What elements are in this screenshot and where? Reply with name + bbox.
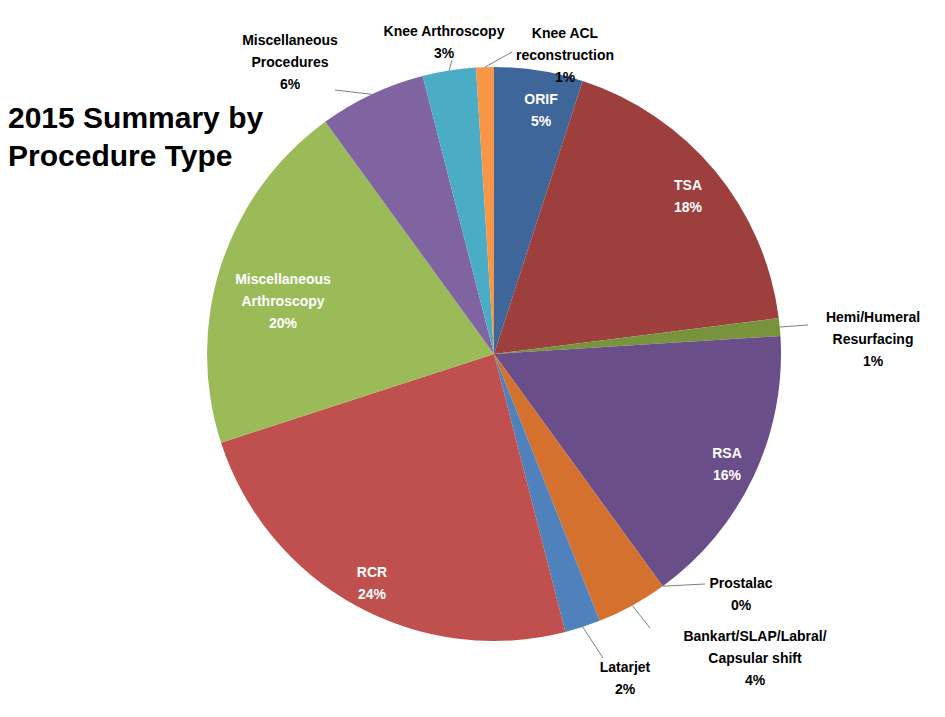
data-label: 20%: [269, 315, 298, 331]
data-label: 6%: [280, 76, 301, 92]
text-line: Latarjet: [600, 659, 651, 675]
text-line: Procedure Type: [8, 139, 233, 172]
text-line: ORIF: [524, 91, 558, 107]
slice-label: RSA: [712, 445, 742, 461]
slice-label: Miscellaneous Procedures: [242, 32, 338, 70]
leader-line: [632, 606, 650, 629]
text-line: Miscellaneous: [235, 271, 331, 287]
slice-label: ORIF: [524, 91, 558, 107]
pie-slice: [423, 68, 494, 354]
text-line: TSA: [674, 177, 702, 193]
title: 2015 Summary by Procedure Type: [8, 101, 263, 172]
data-label: 5%: [531, 113, 552, 129]
slice-label: Bankart/SLAP/Labral/Capsular shift: [683, 628, 826, 666]
text-line: Procedures: [251, 54, 328, 70]
slice-label: RCR: [357, 564, 387, 580]
data-label: 3%: [434, 45, 455, 61]
text-line: Arthroscopy: [241, 293, 324, 309]
text-line: Resurfacing: [833, 331, 914, 347]
slice-label: Hemi/Humeral Resurfacing: [826, 309, 920, 347]
data-label: 4%: [745, 672, 766, 688]
text-line: Miscellaneous: [242, 32, 338, 48]
slice-label: TSA: [674, 177, 702, 193]
text-line: Prostalac: [709, 575, 772, 591]
slices: [207, 67, 781, 641]
leader-line: [449, 60, 452, 71]
leader-line: [335, 90, 372, 94]
text-line: Hemi/Humeral: [826, 309, 920, 325]
text-line: Knee ACL: [532, 25, 599, 41]
chart: 2015 Summary by Procedure Type ORIF 5% TSA 18…: [0, 0, 945, 717]
labels: ORIF 5% TSA 18% Hemi/Humeral Resurfacing 1% RSA…: [235, 23, 920, 697]
leader-line: [780, 325, 808, 327]
text-line: Capsular shift: [708, 650, 802, 666]
text-line: RCR: [357, 564, 387, 580]
leader-line: [663, 584, 705, 586]
text-line: reconstruction: [516, 47, 614, 63]
data-label: 18%: [674, 199, 703, 215]
data-label: 2%: [615, 681, 636, 697]
pie-slice: [476, 67, 494, 354]
leader-line: [583, 627, 603, 658]
leader-line: [485, 52, 512, 67]
data-label: 24%: [358, 586, 387, 602]
slice-label: Knee ACL reconstruction: [516, 25, 614, 63]
data-label: 1%: [555, 69, 576, 85]
text-line: Bankart/SLAP/Labral/: [683, 628, 826, 644]
text-line: RSA: [712, 445, 742, 461]
slice-label: Latarjet: [600, 659, 651, 675]
slice-label: Prostalac: [709, 575, 772, 591]
text-line: 2015 Summary by: [8, 101, 263, 134]
text-line: Knee Arthroscopy: [384, 23, 505, 39]
data-label: 16%: [713, 467, 742, 483]
slice-label: Miscellaneous Arthroscopy: [235, 271, 331, 309]
slice-label: Knee Arthroscopy: [384, 23, 505, 39]
data-label: 1%: [863, 353, 884, 369]
data-label: 0%: [731, 597, 752, 613]
pie-slice: [494, 81, 779, 354]
